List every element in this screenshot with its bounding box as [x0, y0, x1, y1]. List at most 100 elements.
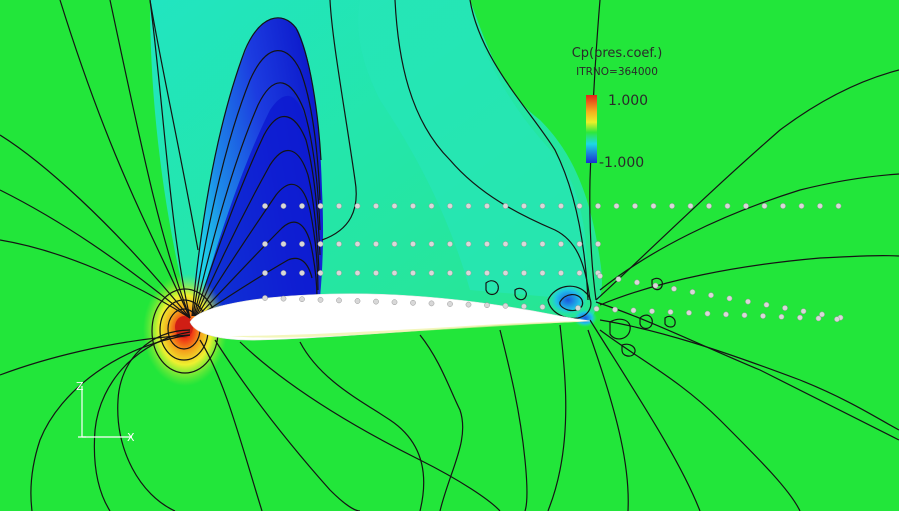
probe-point — [280, 241, 287, 247]
probe-point — [502, 302, 509, 309]
probe-point — [262, 295, 268, 301]
probe-point — [760, 313, 766, 319]
probe-point — [597, 273, 603, 279]
z-axis-label: Z — [76, 380, 84, 393]
colorbar-min-label: -1.000 — [599, 155, 644, 171]
probe-point — [797, 314, 803, 321]
probe-point — [724, 203, 731, 209]
probe-point — [336, 270, 342, 276]
probe-point — [726, 295, 733, 302]
probe-point — [815, 315, 822, 322]
probe-point — [502, 241, 509, 247]
probe-point — [780, 203, 786, 209]
probe-point — [576, 241, 583, 247]
probe-point — [317, 270, 324, 276]
probe-point — [336, 241, 342, 247]
probe-point — [593, 305, 600, 312]
colorbar — [586, 95, 597, 163]
probe-point — [652, 282, 659, 289]
probe-point — [521, 303, 527, 310]
probe-point — [447, 301, 453, 307]
probe-point — [373, 298, 379, 305]
legend-title: Cp(pres.coef.) — [572, 46, 663, 61]
probe-point — [723, 311, 729, 318]
probe-point — [354, 298, 361, 304]
probe-point — [521, 241, 527, 247]
probe-point — [262, 203, 268, 209]
probe-point — [428, 203, 435, 209]
probe-point — [484, 270, 490, 276]
colorbar-max-label: 1.000 — [608, 93, 648, 109]
probe-point — [262, 270, 268, 276]
probe-point — [465, 203, 472, 209]
x-axis-label: X — [127, 431, 135, 444]
probe-point — [613, 203, 620, 209]
probe-point — [558, 270, 564, 276]
probe-point — [428, 241, 435, 247]
axes-triad — [78, 386, 132, 438]
probe-point — [484, 241, 490, 247]
probe-point — [299, 296, 305, 303]
probe-point — [708, 292, 714, 299]
probe-point — [280, 270, 287, 276]
probe-point — [576, 203, 583, 209]
probe-point — [539, 270, 546, 276]
probe-point — [465, 241, 472, 247]
colorbar-legend: Cp(pres.coef.) ITRNO=364000 1.000 -1.000 — [572, 46, 663, 171]
probe-point — [391, 299, 398, 306]
probe-point — [689, 289, 696, 295]
airfoil-shape — [189, 293, 591, 341]
probe-point — [410, 203, 416, 209]
probe-point — [391, 270, 398, 276]
probe-point — [687, 203, 694, 209]
probe-point — [465, 270, 472, 276]
probe-point — [800, 308, 807, 315]
probe-point — [502, 270, 509, 276]
probe-point — [650, 203, 657, 209]
probe-point — [671, 285, 677, 292]
probe-point — [317, 241, 324, 247]
probe-point — [280, 203, 287, 209]
probe-point — [667, 309, 674, 315]
probe-point — [447, 241, 453, 247]
probe-point — [373, 270, 379, 276]
probe-point — [763, 301, 770, 308]
probe-points — [262, 203, 844, 323]
probe-point — [428, 270, 435, 276]
probe-point — [280, 295, 287, 302]
probe-point — [465, 301, 472, 308]
probe-point — [558, 241, 564, 247]
probe-point — [595, 203, 601, 209]
probe-point — [354, 270, 361, 276]
probe-point — [558, 203, 564, 209]
probe-point — [745, 298, 751, 305]
probe-point — [817, 203, 823, 209]
probe-point — [447, 203, 453, 209]
probe-point — [336, 203, 342, 209]
probe-point — [632, 203, 638, 209]
probe-point — [834, 316, 840, 323]
probe-point — [336, 297, 342, 304]
probe-point — [391, 241, 398, 247]
probe-point — [539, 241, 546, 247]
probe-point — [798, 203, 805, 209]
probe-point — [539, 304, 546, 310]
probe-point — [612, 306, 618, 313]
probe-point — [354, 203, 361, 209]
probe-point — [706, 203, 712, 209]
probe-point — [410, 241, 416, 247]
probe-point — [354, 241, 361, 247]
probe-point — [502, 203, 509, 209]
probe-point — [299, 270, 305, 276]
probe-point — [575, 305, 581, 311]
probe-point — [669, 203, 675, 209]
probe-point — [819, 311, 825, 318]
probe-point — [649, 308, 655, 315]
probe-point — [615, 276, 622, 283]
probe-point — [410, 299, 416, 306]
probe-point — [428, 300, 435, 307]
probe-point — [595, 241, 601, 247]
probe-point — [373, 241, 379, 247]
probe-point — [704, 310, 711, 317]
